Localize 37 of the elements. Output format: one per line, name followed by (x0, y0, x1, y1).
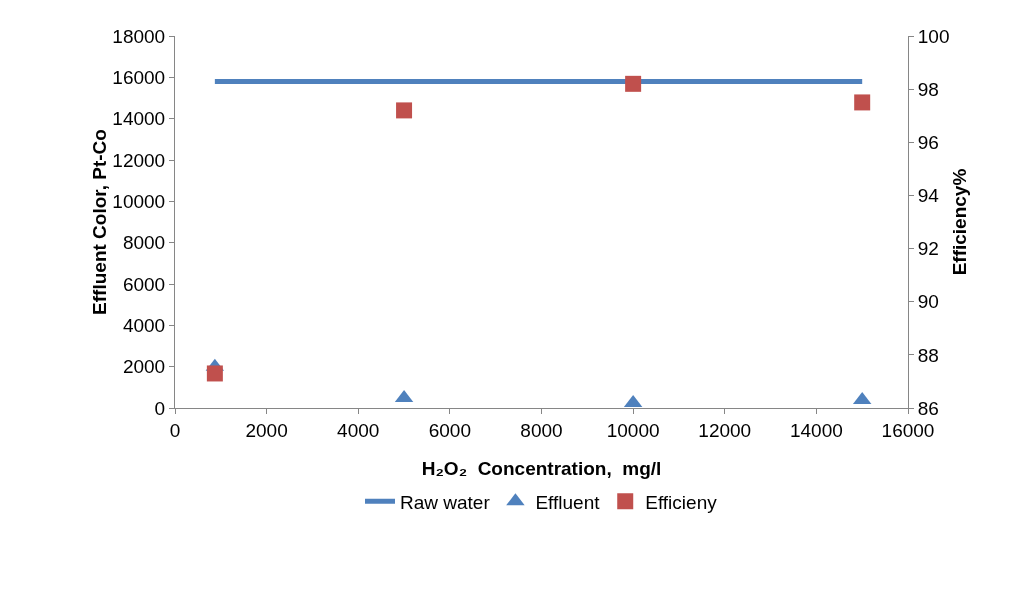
y-tick-label: 4000 (122, 314, 166, 336)
legend-label: Efficieny (645, 491, 718, 513)
x-tick-label: 8000 (520, 419, 563, 441)
y-tick-label: 12000 (112, 149, 166, 171)
y2-tick-label: 96 (917, 131, 939, 153)
x-tick-label: 12000 (698, 419, 752, 441)
y-tick-label: 14000 (112, 108, 166, 130)
point (396, 102, 413, 119)
x-tick-label: 0 (169, 419, 181, 441)
y2-tick-label: 88 (917, 344, 939, 366)
y2-tick-label: 100 (917, 25, 950, 47)
y-tick-label: 10000 (112, 190, 166, 212)
y-tick-label: 8000 (122, 232, 166, 254)
y-tick-label: 16000 (112, 66, 166, 88)
x-tick-label: 2000 (245, 419, 288, 441)
y2-tick-label: 86 (917, 397, 939, 419)
y2-tick-label: 94 (917, 185, 940, 207)
x-axis-title: H₂O₂ Concentration, mg/l (421, 458, 662, 479)
x-tick-label: 16000 (881, 419, 935, 441)
legend-label: Raw water (400, 491, 491, 513)
y-tick-label: 18000 (112, 25, 166, 47)
point (206, 365, 223, 382)
y2-axis-title: Efficiency% (948, 168, 970, 276)
x-tick-label: 10000 (606, 419, 660, 441)
y-tick-label: 0 (154, 397, 166, 419)
y-tick-label: 6000 (122, 273, 166, 295)
y2-tick-label: 98 (917, 78, 939, 100)
legend-label: Effluent (535, 491, 601, 513)
x-tick-label: 4000 (337, 419, 380, 441)
y-tick-label: 2000 (122, 356, 166, 378)
y-axis-title: Effluent Color, Pt-Co (89, 129, 111, 315)
y2-tick-label: 92 (917, 238, 939, 260)
point (625, 75, 642, 92)
x-tick-label: 14000 (789, 419, 843, 441)
y2-tick-label: 90 (917, 291, 939, 313)
x-tick-label: 6000 (428, 419, 472, 441)
point (854, 94, 871, 111)
